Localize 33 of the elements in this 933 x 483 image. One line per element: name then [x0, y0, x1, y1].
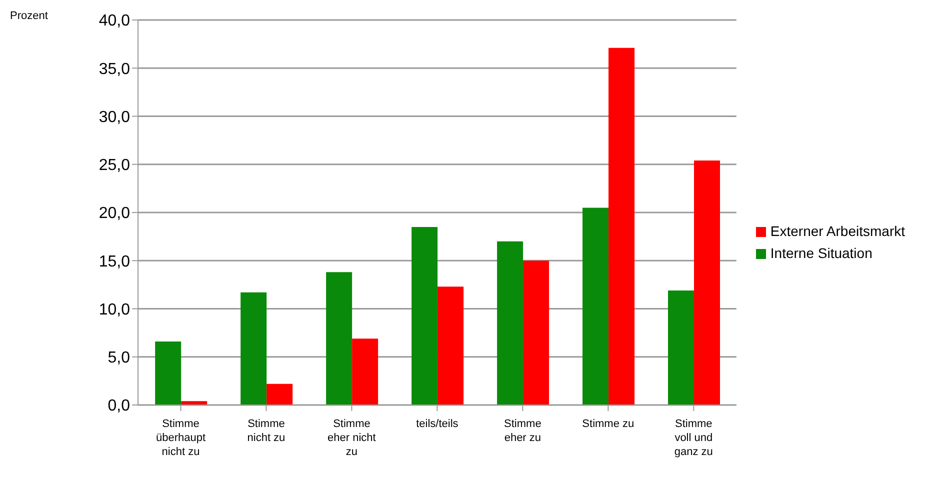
bar	[266, 384, 293, 405]
x-tick-label: Stimme voll und ganz zu	[674, 418, 713, 458]
bar	[352, 338, 378, 405]
bar	[155, 341, 182, 405]
bar	[668, 290, 694, 405]
bar	[608, 48, 635, 405]
x-tick-label: Stimme überhaupt nicht zu	[156, 418, 206, 458]
y-tick-label: 35,0	[98, 60, 130, 78]
x-tick-label: teils/teils	[416, 418, 459, 430]
y-tick-label: 25,0	[98, 157, 130, 174]
bar	[412, 226, 438, 405]
y-tick-label: 20,0	[98, 205, 130, 222]
x-tick-label: Stimme nicht zu	[247, 418, 286, 444]
bar	[181, 401, 208, 405]
bar	[694, 160, 720, 405]
bar	[438, 286, 464, 405]
x-tick-label: Stimme eher zu	[504, 418, 542, 444]
y-tick-label: 15,0	[98, 253, 130, 270]
x-tick-label: Stimme eher nicht zu	[328, 418, 376, 458]
bar	[497, 241, 524, 405]
legend-label: Interne Situation	[770, 244, 872, 260]
y-tick-label: 30,0	[98, 108, 130, 126]
bar	[326, 272, 352, 405]
legend-label: Externer Arbeitsmarkt	[770, 222, 905, 238]
x-tick-label: Stimme zu	[582, 418, 634, 430]
y-axis-title: Prozent	[10, 10, 48, 22]
y-tick-label: 10,0	[98, 301, 130, 318]
bar	[240, 292, 267, 405]
bar	[523, 260, 550, 405]
bar	[582, 208, 609, 405]
y-tick-label: 5,0	[108, 350, 130, 367]
y-tick-label: 40,0	[98, 12, 130, 30]
y-tick-label: 0,0	[108, 398, 130, 415]
